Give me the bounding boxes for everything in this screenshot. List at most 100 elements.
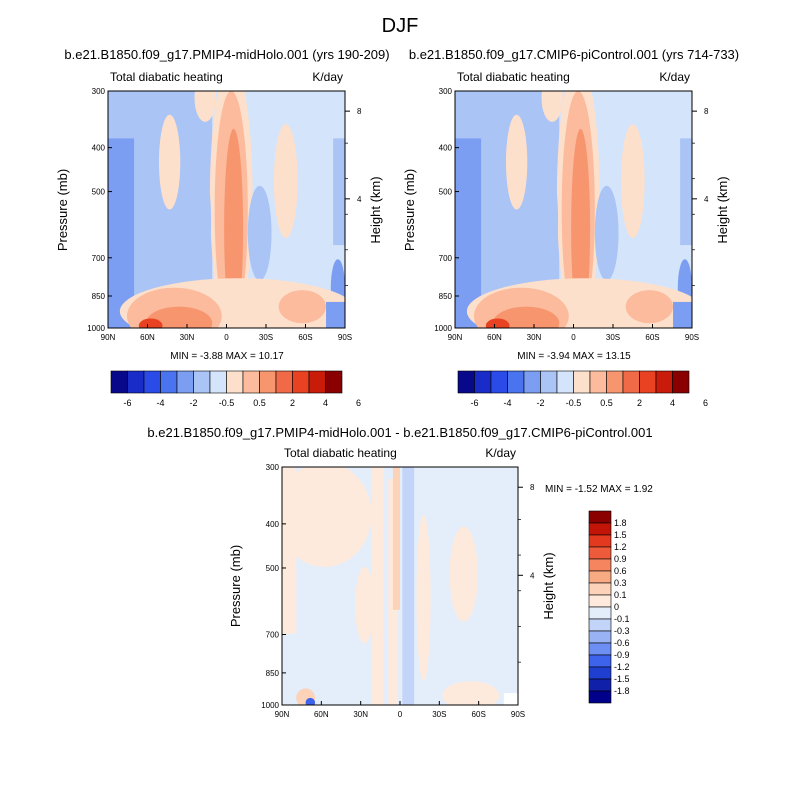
x-tick-label: 0	[571, 333, 576, 342]
x-tick-label: 60N	[487, 333, 502, 342]
x-tick-label: 60S	[645, 333, 659, 342]
panel-1-stats: MIN = -3.88 MAX = 10.17	[170, 351, 284, 362]
panel-1-right-label: K/day	[312, 70, 343, 84]
diff-upper-warm	[282, 467, 372, 567]
y-tick-label: 850	[92, 292, 106, 301]
x-tick-label: 60S	[298, 333, 312, 342]
panel-1-y2label: Height (km)	[368, 176, 383, 243]
colorbar-label: 4	[323, 398, 328, 408]
colorbar-swatch	[325, 370, 343, 394]
y2-tick-label: 4	[704, 195, 709, 204]
colorbar-swatch	[160, 370, 178, 394]
y-tick-label: 700	[266, 630, 280, 639]
sh-boundary-warm	[625, 290, 674, 324]
colorbar-swatch	[588, 582, 612, 596]
panel-2-y2-ticks: 84	[692, 107, 709, 286]
diff-sh-surface	[442, 681, 500, 705]
colorbar-label: -1.5	[614, 674, 630, 684]
y2-tick-label: 8	[357, 107, 362, 116]
sh-upper-blue	[680, 138, 692, 246]
colorbar-swatch	[523, 370, 541, 394]
diff-cool-strip	[402, 467, 415, 705]
colorbar-swatch	[242, 370, 260, 394]
panel-3-left-label: Total diabatic heating	[284, 446, 397, 460]
panel-1-y2-ticks: 84	[345, 107, 362, 286]
diff-missing-data	[503, 693, 518, 705]
y2-tick-label: 4	[530, 571, 535, 580]
diff-warm-strip-3	[416, 514, 431, 682]
y-tick-label: 1000	[261, 701, 279, 710]
x-tick-label: 30N	[527, 333, 542, 342]
y-tick-label: 300	[266, 463, 280, 472]
x-tick-label: 30S	[606, 333, 620, 342]
panel-1-y-ticks: 300 400 500 700 850 1000	[87, 87, 112, 333]
sh-surface-cool	[673, 301, 692, 328]
y-tick-label: 300	[439, 87, 453, 96]
colorbar-label: -4	[156, 398, 164, 408]
nh-surface-hot	[138, 318, 163, 328]
panel-2-title: b.e21.B1850.f09_g17.CMIP6-piControl.001 …	[409, 47, 739, 62]
sh-upper-blue	[333, 138, 345, 246]
nh-polar-blue	[455, 138, 482, 328]
colorbar-label: -0.1	[614, 614, 630, 624]
colorbar-label: -0.5	[219, 398, 235, 408]
y-tick-label: 700	[92, 254, 106, 263]
colorbar-label: 0	[614, 602, 619, 612]
nh-cool-pocket	[189, 162, 212, 281]
panel-2-y2label: Height (km)	[715, 176, 730, 243]
panel-2-ylabel: Pressure (mb)	[402, 169, 417, 251]
sh-warm-tongue	[620, 124, 645, 238]
colorbar-swatch	[672, 370, 690, 394]
y2-tick-label: 8	[704, 107, 709, 116]
colorbar-swatch	[507, 370, 525, 394]
colorbar-label: -0.9	[614, 650, 630, 660]
panel-2-x-ticks: 90N 60N 30N 0 30S 60S 90S	[448, 324, 699, 342]
x-tick-label: 60S	[472, 710, 486, 719]
x-tick-label: 90N	[275, 710, 290, 719]
panel-3-right-label: K/day	[485, 446, 516, 460]
sh-cool-pocket	[594, 185, 619, 281]
colorbar-label: 0.9	[614, 554, 627, 564]
colorbar-swatch	[588, 642, 612, 656]
colorbar-label: 2	[637, 398, 642, 408]
colorbar-swatch	[588, 690, 612, 704]
colorbar-label: -4	[503, 398, 511, 408]
colorbar-swatch	[176, 370, 194, 394]
colorbar-swatch	[275, 370, 293, 394]
panel-1-left-label: Total diabatic heating	[110, 70, 223, 84]
sh-cool-pocket	[247, 185, 272, 281]
y-tick-label: 500	[439, 188, 453, 197]
nh-surface-hot	[485, 318, 510, 328]
x-tick-label: 30N	[180, 333, 195, 342]
y-tick-label: 1000	[87, 324, 105, 333]
nh-boundary-warmer	[145, 306, 213, 328]
y-tick-label: 300	[92, 87, 106, 96]
colorbar-swatch	[588, 546, 612, 560]
colorbar-label: -6	[123, 398, 131, 408]
diff-warm-core	[392, 467, 400, 610]
sh-surface-cool	[326, 301, 345, 328]
colorbar-swatch	[588, 594, 612, 608]
colorbar-swatch	[588, 654, 612, 668]
panel-2-stats: MIN = -3.94 MAX = 13.15	[517, 351, 631, 362]
colorbar-label: 0.5	[253, 398, 266, 408]
colorbar-swatch	[606, 370, 624, 394]
x-tick-label: 0	[224, 333, 229, 342]
colorbar-swatch	[588, 618, 612, 632]
upper-warm-spot	[194, 91, 216, 122]
x-tick-label: 90S	[685, 333, 699, 342]
diff-nh-edge-warm	[282, 467, 297, 634]
x-tick-label: 0	[398, 710, 403, 719]
y-tick-label: 850	[266, 669, 280, 678]
x-tick-label: 30S	[259, 333, 273, 342]
colorbar-swatch	[588, 666, 612, 680]
colorbar-label: -1.2	[614, 662, 630, 672]
colorbar-label: -2	[189, 398, 197, 408]
x-tick-label: 60N	[140, 333, 155, 342]
diff-warm-strip-1	[371, 467, 384, 705]
colorbar-label: 1.8	[614, 518, 627, 528]
panel-2-field	[455, 91, 692, 328]
panel-2: b.e21.B1850.f09_g17.CMIP6-piControl.001 …	[402, 47, 739, 408]
x-tick-label: 90N	[101, 333, 116, 342]
colorbar-swatch	[308, 370, 326, 394]
